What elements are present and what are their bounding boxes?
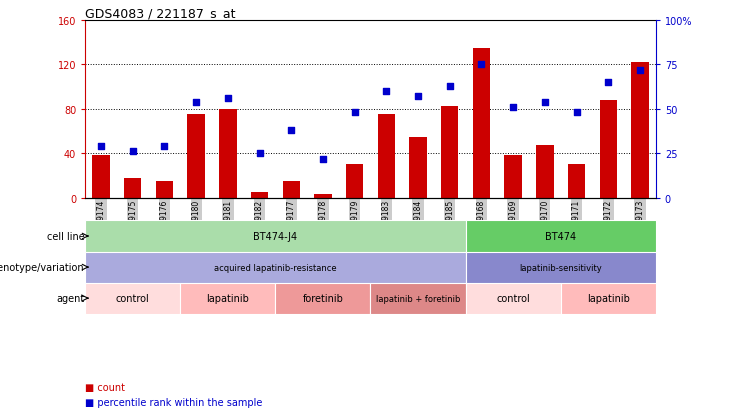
Bar bbox=[180, 283, 276, 314]
Text: ■ percentile rank within the sample: ■ percentile rank within the sample bbox=[85, 397, 262, 407]
Text: GDS4083 / 221187_s_at: GDS4083 / 221187_s_at bbox=[85, 7, 236, 19]
Point bbox=[253, 150, 265, 157]
Text: control: control bbox=[116, 293, 150, 304]
Text: genotype/variation: genotype/variation bbox=[0, 262, 84, 273]
Bar bbox=[93, 156, 110, 198]
Point bbox=[539, 99, 551, 106]
Point bbox=[380, 88, 392, 95]
Bar bbox=[473, 48, 490, 198]
Point bbox=[285, 128, 297, 134]
Bar bbox=[187, 115, 205, 198]
Text: lapatinib + foretinib: lapatinib + foretinib bbox=[376, 294, 460, 303]
Bar bbox=[314, 195, 332, 198]
Text: BT474: BT474 bbox=[545, 231, 576, 242]
Bar bbox=[85, 283, 180, 314]
Text: foretinib: foretinib bbox=[302, 293, 343, 304]
Point bbox=[190, 99, 202, 106]
Bar bbox=[85, 252, 465, 283]
Point bbox=[634, 67, 646, 74]
Point bbox=[507, 104, 519, 111]
Bar bbox=[505, 156, 522, 198]
Bar bbox=[276, 283, 370, 314]
Bar bbox=[441, 107, 459, 198]
Point bbox=[95, 143, 107, 150]
Text: cell line: cell line bbox=[47, 231, 84, 242]
Point bbox=[571, 110, 582, 116]
Bar bbox=[465, 252, 656, 283]
Bar bbox=[599, 100, 617, 198]
Point bbox=[222, 95, 233, 102]
Point bbox=[602, 79, 614, 86]
Text: control: control bbox=[496, 293, 530, 304]
Bar bbox=[219, 109, 236, 198]
Text: ■ count: ■ count bbox=[85, 382, 125, 392]
Text: acquired lapatinib-resistance: acquired lapatinib-resistance bbox=[214, 263, 336, 272]
Point bbox=[476, 62, 488, 68]
Text: lapatinib-sensitivity: lapatinib-sensitivity bbox=[519, 263, 602, 272]
Bar bbox=[631, 63, 648, 198]
Bar bbox=[536, 146, 554, 198]
Text: agent: agent bbox=[56, 293, 84, 304]
Point bbox=[317, 156, 329, 162]
Bar bbox=[85, 221, 465, 252]
Bar bbox=[124, 178, 142, 198]
Bar bbox=[465, 221, 656, 252]
Bar bbox=[568, 165, 585, 198]
Point bbox=[349, 110, 361, 116]
Point bbox=[444, 83, 456, 90]
Bar bbox=[251, 193, 268, 198]
Bar bbox=[378, 115, 395, 198]
Bar bbox=[156, 182, 173, 198]
Text: BT474-J4: BT474-J4 bbox=[253, 231, 297, 242]
Bar bbox=[346, 165, 363, 198]
Bar bbox=[409, 137, 427, 198]
Point bbox=[412, 94, 424, 100]
Point bbox=[159, 143, 170, 150]
Text: lapatinib: lapatinib bbox=[587, 293, 630, 304]
Bar bbox=[370, 283, 465, 314]
Bar bbox=[282, 182, 300, 198]
Bar bbox=[465, 283, 561, 314]
Bar bbox=[561, 283, 656, 314]
Point bbox=[127, 149, 139, 155]
Text: lapatinib: lapatinib bbox=[207, 293, 249, 304]
